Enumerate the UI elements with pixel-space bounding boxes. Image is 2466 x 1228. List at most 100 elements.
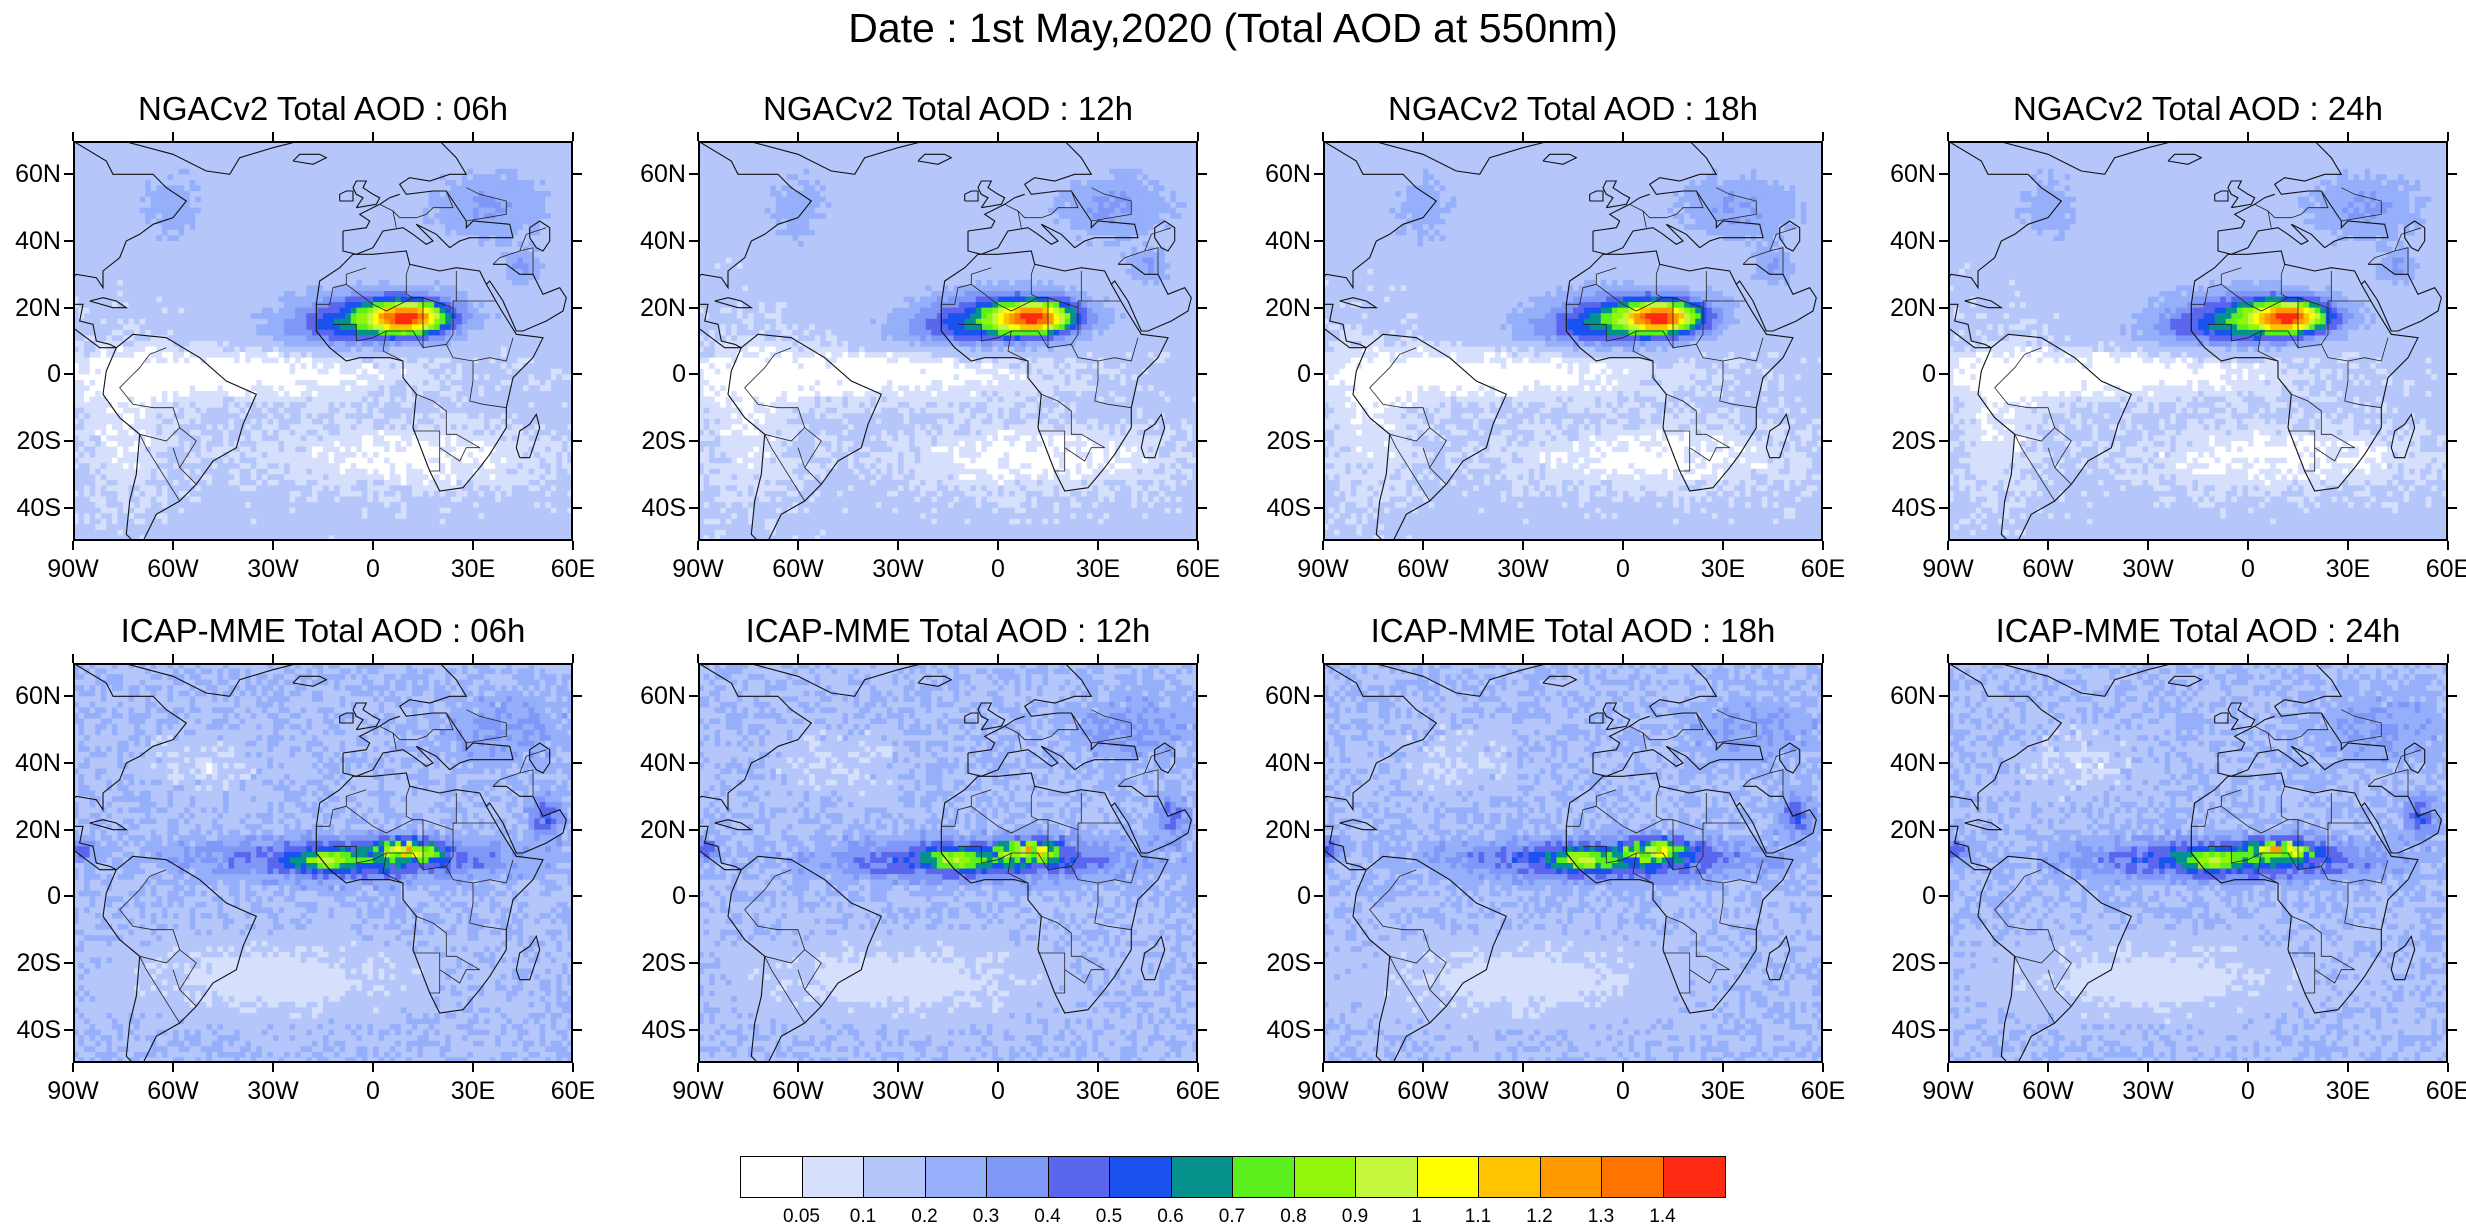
lat-tick: [64, 695, 73, 697]
lon-tick: [272, 132, 274, 141]
lon-tick: [1422, 132, 1424, 141]
lat-label: 20N: [606, 294, 686, 322]
lat-label: 20S: [1856, 427, 1936, 455]
lat-tick: [1823, 240, 1832, 242]
lat-tick: [689, 307, 698, 309]
lat-label: 40N: [0, 749, 61, 777]
colorbar-swatch: [926, 1157, 988, 1197]
lon-label: 0: [953, 555, 1043, 583]
lon-tick: [372, 132, 374, 141]
map-panel: [1948, 141, 2448, 541]
lon-label: 30E: [2303, 555, 2393, 583]
colorbar-label: 0.05: [772, 1206, 832, 1228]
lat-label: 20S: [1231, 949, 1311, 977]
lat-tick: [64, 962, 73, 964]
lat-tick: [2448, 307, 2457, 309]
lon-tick: [572, 654, 574, 663]
lat-tick: [1823, 962, 1832, 964]
lat-label: 20S: [606, 949, 686, 977]
lon-tick: [1522, 1063, 1524, 1072]
lat-label: 0: [0, 882, 61, 910]
aod-map: [73, 141, 573, 541]
panel-title: ICAP-MME Total AOD : 06h: [43, 611, 603, 651]
lon-tick: [1947, 132, 1949, 141]
lon-tick: [2447, 1063, 2449, 1072]
lat-tick: [2448, 373, 2457, 375]
lat-tick: [64, 1029, 73, 1031]
lon-label: 90W: [653, 1077, 743, 1105]
lon-label: 30W: [2103, 1077, 2193, 1105]
lon-tick: [272, 541, 274, 550]
colorbar-swatch: [1541, 1157, 1603, 1197]
lat-label: 20N: [1231, 816, 1311, 844]
lon-tick: [2347, 1063, 2349, 1072]
lon-tick: [1822, 654, 1824, 663]
colorbar-label: 1.3: [1571, 1206, 1631, 1228]
lon-tick: [272, 654, 274, 663]
lat-tick: [1198, 440, 1207, 442]
lat-tick: [573, 240, 582, 242]
lon-tick: [1322, 541, 1324, 550]
lon-tick: [1097, 1063, 1099, 1072]
lon-label: 90W: [1278, 1077, 1368, 1105]
lat-label: 40N: [0, 227, 61, 255]
lat-label: 20S: [0, 949, 61, 977]
lat-label: 40S: [606, 1016, 686, 1044]
lat-tick: [573, 762, 582, 764]
colorbar-label: 0.7: [1202, 1206, 1262, 1228]
lon-label: 30E: [1053, 1077, 1143, 1105]
colorbar-label: 0.3: [956, 1206, 1016, 1228]
aod-field: [1948, 141, 2448, 541]
lat-tick: [1823, 507, 1832, 509]
lon-tick: [1822, 1063, 1824, 1072]
lon-tick: [897, 1063, 899, 1072]
lat-label: 60N: [606, 160, 686, 188]
lat-tick: [573, 895, 582, 897]
lat-tick: [689, 240, 698, 242]
lon-label: 90W: [1903, 1077, 1993, 1105]
lon-label: 0: [328, 1077, 418, 1105]
lat-tick: [1939, 173, 1948, 175]
lon-tick: [797, 654, 799, 663]
lon-tick: [1947, 1063, 1949, 1072]
lon-tick: [1197, 1063, 1199, 1072]
lon-tick: [1422, 654, 1424, 663]
lat-tick: [1314, 240, 1323, 242]
colorbar-swatch: [1664, 1157, 1726, 1197]
colorbar-label: 1.2: [1510, 1206, 1570, 1228]
lon-tick: [897, 541, 899, 550]
lat-tick: [1314, 1029, 1323, 1031]
lat-tick: [1198, 895, 1207, 897]
colorbar-swatch: [1356, 1157, 1418, 1197]
lat-tick: [573, 829, 582, 831]
lat-label: 20N: [1856, 816, 1936, 844]
lon-tick: [72, 1063, 74, 1072]
lat-tick: [64, 829, 73, 831]
lon-label: 90W: [28, 555, 118, 583]
colorbar-swatch: [1172, 1157, 1234, 1197]
lat-tick: [689, 1029, 698, 1031]
lon-tick: [697, 654, 699, 663]
lat-tick: [1823, 1029, 1832, 1031]
lon-tick: [897, 654, 899, 663]
lon-label: 60W: [1378, 555, 1468, 583]
colorbar-label: 0.6: [1141, 1206, 1201, 1228]
lat-label: 40N: [1231, 749, 1311, 777]
lon-label: 30E: [2303, 1077, 2393, 1105]
lon-label: 60E: [528, 555, 618, 583]
lon-label: 60W: [128, 1077, 218, 1105]
lon-tick: [1722, 541, 1724, 550]
lat-tick: [1314, 829, 1323, 831]
lon-tick: [1947, 654, 1949, 663]
lon-label: 0: [1578, 555, 1668, 583]
lon-tick: [1722, 654, 1724, 663]
lat-label: 40N: [606, 227, 686, 255]
lat-label: 40S: [1856, 1016, 1936, 1044]
lat-tick: [1198, 695, 1207, 697]
lon-tick: [2047, 132, 2049, 141]
lon-label: 60E: [2403, 555, 2466, 583]
lon-tick: [2347, 654, 2349, 663]
lon-label: 30W: [228, 1077, 318, 1105]
lon-label: 30W: [1478, 555, 1568, 583]
colorbar-swatch: [1049, 1157, 1111, 1197]
